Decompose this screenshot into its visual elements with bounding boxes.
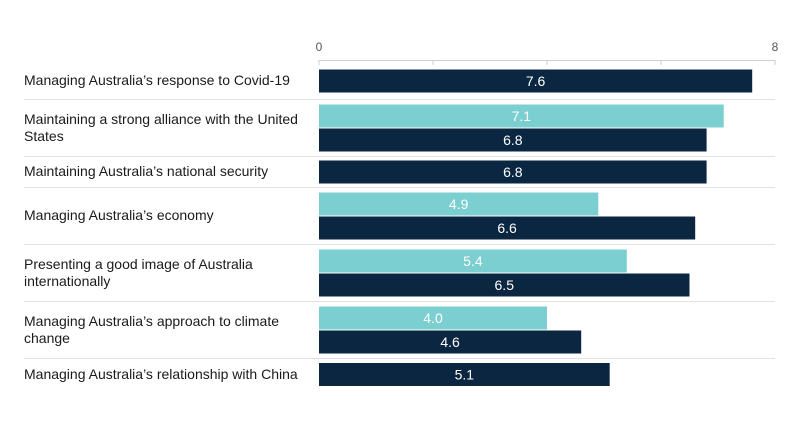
bar-latest (319, 160, 707, 184)
bar-value-label: 4.6 (440, 334, 460, 350)
category-label: Presenting a good image of Australia int… (24, 255, 253, 289)
bar-latest (319, 273, 690, 297)
bar-earlier (319, 249, 627, 273)
bar-value-label: 6.8 (503, 132, 523, 148)
bar-value-label: 6.8 (503, 164, 523, 180)
bar-latest (319, 128, 707, 152)
x-tick-label: 8 (772, 40, 779, 54)
category-label: Maintaining a strong alliance with the U… (24, 110, 298, 144)
category-label: Managing Australia’s relationship with C… (24, 365, 298, 382)
bar-earlier (319, 104, 724, 128)
bar-value-label: 5.1 (455, 367, 475, 383)
bar-value-label: 5.4 (463, 253, 483, 269)
bar-earlier (319, 306, 547, 330)
bar-latest (319, 363, 610, 386)
category-label: Maintaining Australia’s national securit… (24, 163, 269, 179)
category-label: Managing Australia’s approach to climate… (24, 312, 280, 346)
bar-value-label: 4.0 (423, 310, 443, 326)
bar-value-label: 4.9 (449, 196, 469, 212)
bar-value-label: 6.6 (497, 220, 517, 236)
bar-value-label: 6.5 (495, 277, 515, 293)
bar-value-label: 7.6 (526, 73, 546, 89)
x-tick-label: 0 (316, 40, 323, 54)
bar-latest (319, 216, 696, 240)
bar-earlier (319, 192, 599, 216)
bar-latest (319, 330, 582, 354)
bar-latest (319, 69, 753, 93)
bar-value-label: 7.1 (512, 108, 532, 124)
category-label: Managing Australia’s response to Covid-1… (24, 72, 290, 88)
category-label: Managing Australia’s economy (24, 207, 214, 223)
